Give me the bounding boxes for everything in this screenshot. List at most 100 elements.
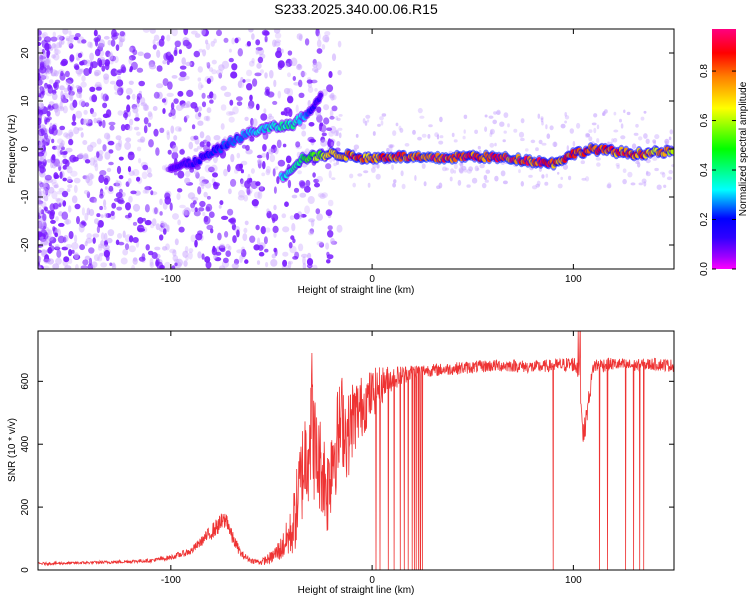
noise-blob [668,169,673,175]
snr-x-label: Height of straight line (km) [298,585,415,596]
spectrogram-ridge [167,90,674,184]
noise-blob [593,113,598,118]
noise-blob [292,76,296,81]
noise-blob [654,167,659,172]
noise-blob [54,183,60,189]
noise-blob [249,94,253,102]
noise-blob [237,80,243,88]
noise-blob [372,163,377,169]
noise-blob [96,213,101,218]
noise-blob [183,29,189,36]
noise-blob [167,50,172,56]
noise-blob [633,132,639,136]
snr-frame [37,330,675,571]
noise-blob [98,252,104,257]
noise-blob [193,210,201,217]
noise-blob [53,49,61,55]
noise-blob [128,55,136,61]
noise-blob [484,126,488,132]
noise-blob [63,87,69,93]
noise-blob [39,164,45,174]
noise-blob [46,159,52,163]
noise-blob [290,235,295,240]
noise-blob [293,187,300,193]
noise-blob [93,117,98,124]
noise-blob [115,44,120,51]
noise-blob [64,70,70,78]
noise-blob [44,82,48,89]
noise-blob [227,164,231,173]
noise-blob [62,200,67,207]
noise-blob [52,93,58,101]
noise-blob [63,132,69,138]
noise-blob [70,170,78,177]
noise-blob [76,57,81,61]
noise-blob [106,167,112,173]
noise-blob [236,229,240,238]
noise-blob [142,29,150,33]
noise-blob [108,121,116,126]
noise-blob [205,261,212,269]
noise-blob [248,100,255,109]
noise-blob [38,255,42,262]
noise-blob [103,35,110,40]
noise-blob [162,108,166,114]
noise-blob [276,176,280,185]
noise-blob [143,117,149,125]
noise-blob [82,259,89,266]
noise-blob [499,121,505,127]
noise-blob [122,230,126,238]
noise-blob [391,164,394,171]
noise-blob [46,49,51,57]
noise-blob [252,118,258,127]
noise-blob [188,251,193,260]
noise-blob [568,175,572,181]
noise-blob [298,92,305,99]
noise-blob [319,122,324,127]
noise-blob [262,161,266,170]
noise-blob [401,183,406,190]
noise-blob [208,166,215,173]
colorbar-gradient [712,29,736,269]
noise-blob [136,176,141,182]
noise-blob [525,148,529,152]
noise-blob [327,230,334,238]
noise-blob [138,158,142,164]
noise-blob [305,179,311,187]
noise-blob [273,247,277,253]
noise-blob [72,113,76,122]
noise-blob [507,123,510,128]
noise-blob [193,50,200,58]
noise-blob [228,57,234,63]
noise-blob [38,191,42,198]
noise-blob [88,247,95,254]
spectrogram-plot-area [38,29,674,269]
noise-blob [250,168,255,174]
noise-blob [86,191,91,199]
noise-blob [232,235,237,244]
noise-blob [76,216,80,225]
noise-blob [545,173,549,178]
noise-blob [220,123,225,130]
noise-blob [103,206,107,210]
noise-blob [103,199,107,207]
noise-blob [324,31,331,36]
noise-blob [41,90,46,96]
noise-blob [596,138,600,143]
noise-blob [206,141,211,147]
noise-blob [366,119,370,123]
noise-blob [118,156,124,161]
noise-blob [329,125,337,134]
noise-blob [248,60,255,67]
noise-blob [74,234,78,243]
noise-blob [581,177,587,181]
noise-blob [166,92,174,97]
noise-blob [312,264,318,269]
noise-blob [42,52,47,58]
noise-blob [665,141,668,144]
y-tick-label: 0 [20,146,31,152]
noise-blob [269,69,274,79]
noise-blob [453,139,458,143]
noise-blob [152,44,157,50]
noise-blob [309,228,315,234]
